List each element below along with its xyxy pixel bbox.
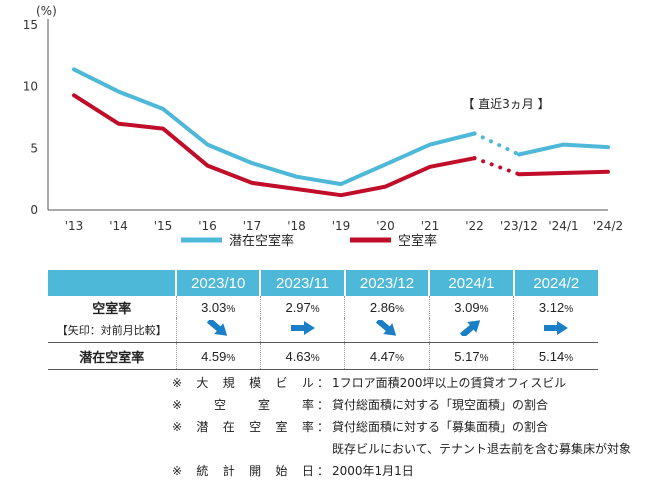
footnote-label bbox=[172, 438, 314, 460]
arrow-down-shape bbox=[375, 317, 397, 336]
potential-row-label: 潜在空室率 bbox=[48, 342, 176, 370]
table-header-month: 2023/10 bbox=[174, 270, 261, 296]
x-tick-label: '24/2 bbox=[593, 219, 623, 233]
footnote-text: 2000年1月1日 bbox=[332, 464, 414, 478]
trend-arrow-icon bbox=[205, 317, 231, 336]
table-header-month: 2024/1 bbox=[428, 270, 514, 296]
series-line-gap bbox=[472, 156, 521, 177]
x-tick-label: '13 bbox=[65, 219, 84, 233]
series-line-historical bbox=[72, 93, 477, 198]
footnote: ※ 大規模ビル： 1フロア面積200坪以上の賃貸オフィスビル bbox=[172, 372, 631, 394]
table-header-month: 2023/11 bbox=[259, 270, 345, 296]
vacancy-row: 空室率 3.03% 2.97% 2.86% 3.09% 3.12% bbox=[48, 296, 598, 318]
footnote: ※ 潜在空室率：貸付総面積に対する「募集面積」の割合 bbox=[172, 416, 631, 438]
trend-arrow-icon bbox=[543, 320, 569, 336]
arrow-up-shape bbox=[460, 319, 481, 338]
footnote-text: 貸付総面積に対する「募集面積」の割合 bbox=[332, 420, 549, 434]
potential-cell: 5.14% bbox=[513, 342, 598, 370]
x-tick-label: '21 bbox=[421, 219, 440, 233]
footnote-label: ※ 大規模ビル bbox=[172, 376, 314, 390]
trend-arrow-icon bbox=[458, 319, 484, 338]
footnote: ※ 統計開始日： 2000年1月1日 bbox=[172, 460, 631, 482]
series-line-gap bbox=[472, 131, 521, 157]
legend-label-potential: 潜在空室率 bbox=[229, 233, 294, 249]
potential-row: 潜在空室率 4.59% 4.63% 4.47% 5.17% 5.14% bbox=[48, 342, 598, 370]
trend-arrow-icon bbox=[290, 320, 316, 336]
table-header-month: 2024/2 bbox=[512, 270, 598, 296]
footnote-text: 既存ビルにおいて、テナント退去前を含む募集床が対象 bbox=[332, 442, 632, 456]
vacancy-table: 2023/10 2023/11 2023/12 2024/1 2024/2 空室… bbox=[48, 270, 598, 370]
arrow-row: 【矢印：対前月比較】 bbox=[48, 317, 598, 343]
footnote-label: ※ 潜在空室率 bbox=[172, 420, 314, 434]
x-tick-label: '19 bbox=[332, 219, 351, 233]
footnote: ※ 空室率：貸付総面積に対する「現空面積」の割合 bbox=[172, 394, 631, 416]
x-tick-label: '18 bbox=[287, 219, 306, 233]
y-tick-label: 5 bbox=[30, 141, 38, 155]
x-tick-label: '22 bbox=[465, 219, 484, 233]
x-axis: '13 '14 '15 '16 '17 '18 '19 '20 '21 '22 '23/12 '24/… bbox=[65, 219, 623, 233]
legend: 潜在空室率 空室率 bbox=[181, 233, 437, 249]
potential-cell: 4.63% bbox=[259, 342, 345, 370]
table-header-blank bbox=[48, 270, 176, 296]
trend-arrow-icon bbox=[374, 317, 400, 336]
vacancy-cell: 2.97% bbox=[259, 296, 345, 318]
potential-cell: 5.17% bbox=[428, 342, 514, 370]
arrow-down-shape bbox=[207, 317, 228, 336]
footnote-text: 1フロア面積200坪以上の賃貸オフィスビル bbox=[332, 376, 567, 390]
x-tick-label: '20 bbox=[376, 219, 395, 233]
x-tick-label: '14 bbox=[109, 219, 128, 233]
series-group bbox=[72, 67, 610, 198]
y-axis: 0 5 10 15(%) bbox=[23, 4, 608, 217]
footnote-label: ※ 空室率 bbox=[172, 398, 314, 412]
footnote-label: ※ 統計開始日 bbox=[172, 464, 314, 478]
table-header-row: 2023/10 2023/11 2023/12 2024/1 2024/2 bbox=[48, 270, 598, 296]
vacancy-row-label: 空室率 bbox=[92, 300, 132, 316]
arrow-flat-shape bbox=[544, 320, 569, 335]
arrow-row-label: 【矢印：対前月比較】 bbox=[56, 325, 167, 337]
y-tick-label: 15 bbox=[23, 18, 38, 32]
series-line-recent bbox=[517, 142, 610, 157]
table-header-month: 2023/12 bbox=[343, 270, 430, 296]
x-tick-label: '15 bbox=[154, 219, 173, 233]
line-chart: 0 5 10 15(%) '13 '14 '15 '16 '17 '18 '19 '20 '21 '22… bbox=[23, 4, 623, 249]
x-tick-label: '17 bbox=[243, 219, 262, 233]
vacancy-cell: 2.86% bbox=[344, 296, 430, 318]
x-tick-label: '24/1 bbox=[548, 219, 578, 233]
potential-cell: 4.47% bbox=[344, 342, 430, 370]
arrow-flat-shape bbox=[290, 320, 315, 335]
vacancy-cell: 3.03% bbox=[175, 296, 261, 318]
vacancy-cell: 3.09% bbox=[428, 296, 514, 318]
recent-3-months-annotation: 【 直近3ヵ月 】 bbox=[462, 97, 549, 111]
footnote-text: 貸付総面積に対する「現空面積」の割合 bbox=[332, 398, 549, 412]
footnotes: ※ 大規模ビル： 1フロア面積200坪以上の賃貸オフィスビル ※ 空室率：貸付総面積に… bbox=[172, 372, 631, 482]
x-tick-label: '23/12 bbox=[500, 219, 538, 233]
vacancy-cell: 3.12% bbox=[513, 296, 598, 318]
y-tick-label: 0 bbox=[30, 203, 38, 217]
footnote: 既存ビルにおいて、テナント退去前を含む募集床が対象 bbox=[172, 438, 631, 460]
potential-cell: 4.59% bbox=[175, 342, 261, 370]
y-axis-unit: (%) bbox=[36, 4, 57, 18]
series-line-historical bbox=[72, 67, 477, 187]
x-tick-label: '16 bbox=[198, 219, 217, 233]
y-tick-label: 10 bbox=[23, 80, 38, 94]
legend-label-vacancy: 空室率 bbox=[398, 233, 437, 249]
